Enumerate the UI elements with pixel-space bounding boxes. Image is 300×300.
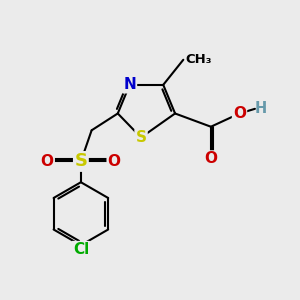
Text: O: O (233, 106, 246, 121)
Text: S: S (74, 152, 87, 170)
Text: N: N (123, 77, 136, 92)
Text: O: O (204, 152, 218, 166)
Text: O: O (41, 154, 54, 169)
Text: H: H (255, 101, 267, 116)
Text: Cl: Cl (73, 242, 89, 257)
Text: O: O (108, 154, 121, 169)
Text: S: S (136, 130, 146, 145)
Text: CH₃: CH₃ (185, 53, 212, 66)
